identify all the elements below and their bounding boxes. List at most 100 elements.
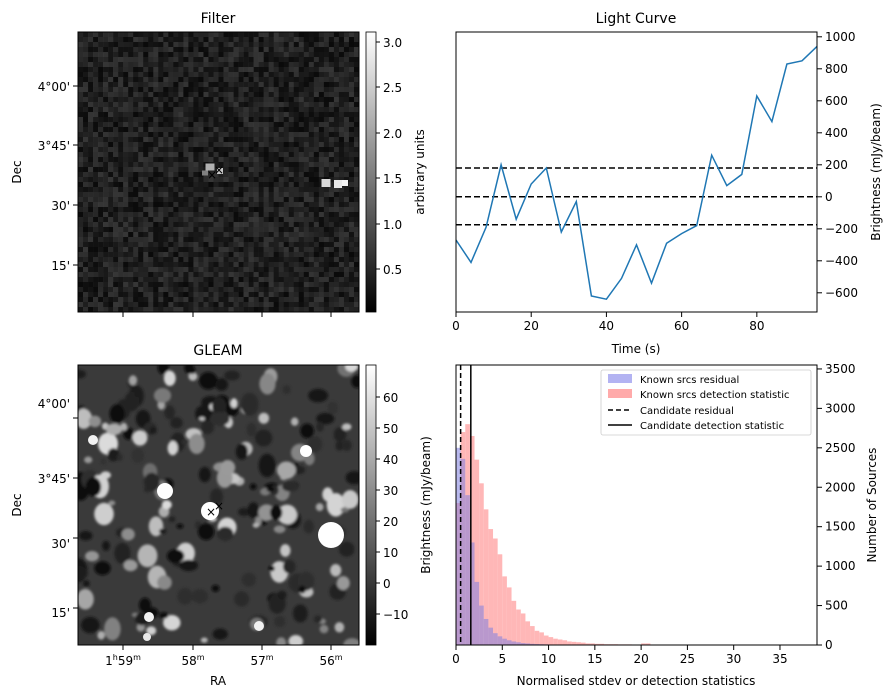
filter-pixel [133,77,139,83]
filter-pixel [293,187,300,193]
filter-pixel [213,102,219,108]
filter-pixel [93,232,99,238]
filter-pixel [208,257,214,263]
filter-pixel [353,172,359,178]
filter-pixel [98,182,104,188]
filter-pixel [168,187,174,193]
filter-pixel [83,47,89,53]
filter-pixel [158,162,164,168]
filter-pixel [258,277,264,283]
filter-pixel [143,102,149,108]
filter-pixel [243,187,249,193]
filter-pixel [283,227,290,233]
filter-pixel [223,167,229,173]
filter-pixel [178,42,184,48]
filter-pixel [168,242,174,248]
histogram-xtick-label: 25 [680,652,695,666]
filter-pixel [113,197,119,203]
filter-pixel [83,92,89,98]
filter-pixel [313,292,320,298]
filter-pixel [153,292,159,298]
filter-pixel [253,52,259,58]
filter-pixel [273,132,280,138]
filter-pixel [123,112,129,118]
filter-pixel [203,52,209,58]
filter-pixel [333,172,340,178]
filter-pixel [233,187,239,193]
filter-pixel [328,242,335,248]
filter-pixel [258,212,264,218]
filter-pixel [213,267,219,273]
filter-pixel [103,82,109,88]
filter-pixel [178,77,184,83]
filter-pixel [188,297,194,303]
filter-pixel [283,307,290,312]
filter-pixel [208,177,214,183]
filter-pixel [258,117,264,123]
filter-pixel [243,77,249,83]
gleam-dec-tick-label: 15' [51,606,70,620]
filter-pixel [273,277,280,283]
filter-pixel [98,232,104,238]
filter-pixel [278,112,285,118]
filter-pixel [243,212,249,218]
filter-pixel [278,247,285,253]
filter-pixel [233,157,239,163]
filter-pixel [148,127,154,133]
filter-pixel [113,272,119,278]
histogram-bar-known-detection [511,600,517,645]
filter-pixel [148,242,154,248]
filter-pixel [203,32,209,38]
filter-pixel [78,202,84,208]
filter-pixel [188,212,194,218]
filter-pixel [258,42,264,48]
filter-pixel [178,102,184,108]
gleam-noise-blob [276,461,296,480]
filter-pixel [303,267,310,273]
filter-pixel [223,152,229,158]
filter-pixel [313,252,320,258]
filter-pixel [243,262,249,268]
gleam-colorbar [365,364,377,646]
filter-pixel [353,107,359,113]
filter-pixel [328,267,335,273]
filter-pixel [278,97,285,103]
filter-pixel [93,282,99,288]
gleam-noise-blob [235,443,248,460]
filter-pixel [268,132,274,138]
filter-pixel [228,192,234,198]
filter-pixel [333,137,340,143]
filter-pixel [268,177,274,183]
filter-pixel [253,142,259,148]
filter-pixel [338,177,345,183]
filter-pixel [333,247,340,253]
filter-pixel [263,147,269,153]
filter-pixel [78,122,84,128]
filter-pixel [93,297,99,303]
filter-pixel [278,127,285,133]
filter-pixel [118,77,124,83]
filter-pixel [243,237,249,243]
filter-pixel [253,117,259,123]
gleam-noise-blob [247,502,260,519]
filter-pixel [103,162,109,168]
filter-pixel [213,157,219,163]
filter-pixel [108,47,114,53]
gleam-noise-blob [209,412,230,426]
lightcurve-ytick-label: 400 [825,126,848,140]
filter-pixel [133,222,139,228]
gleam-ra-tick-label: 58m [181,653,204,668]
filter-pixel [178,112,184,118]
filter-source-pixel [321,179,331,187]
filter-pixel [353,252,359,258]
filter-pixel [153,232,159,238]
filter-pixel [268,277,274,283]
filter-pixel [133,157,139,163]
filter-pixel [173,152,179,158]
filter-pixel [343,247,350,253]
filter-pixel [123,192,129,198]
filter-pixel [143,52,149,58]
filter-pixel [178,127,184,133]
filter-pixel [138,242,144,248]
